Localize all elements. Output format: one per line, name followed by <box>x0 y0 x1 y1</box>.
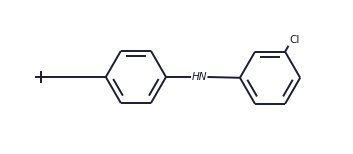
Text: HN: HN <box>192 72 207 82</box>
Text: Cl: Cl <box>289 35 300 45</box>
